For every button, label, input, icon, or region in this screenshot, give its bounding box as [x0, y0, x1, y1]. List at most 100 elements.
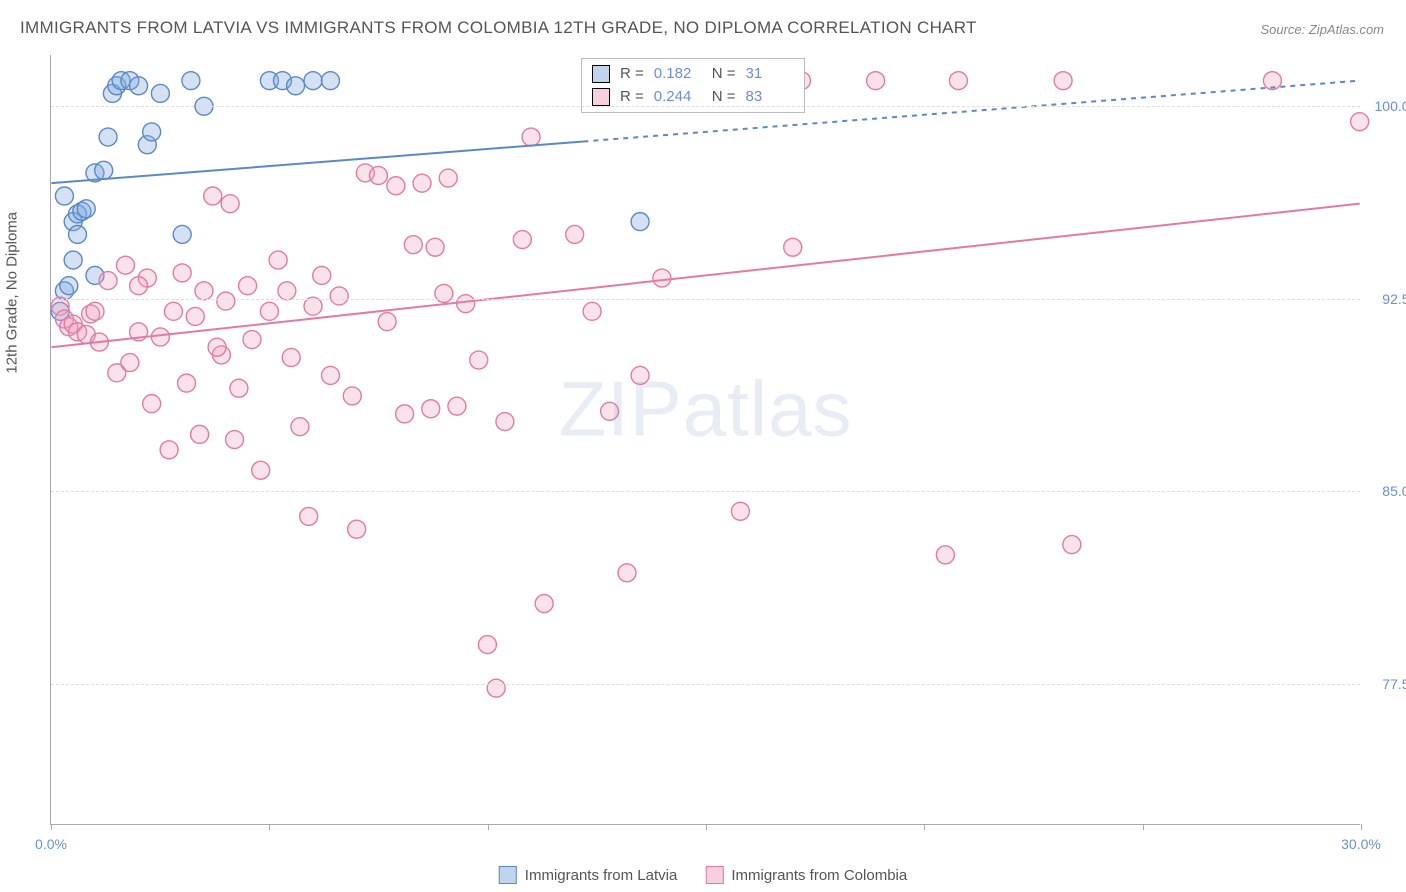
- scatter-point: [304, 297, 322, 315]
- legend-bottom: Immigrants from Latvia Immigrants from C…: [499, 866, 907, 884]
- legend-label-latvia: Immigrants from Latvia: [525, 867, 678, 884]
- scatter-point: [487, 679, 505, 697]
- scatter-point: [936, 546, 954, 564]
- scatter-point: [313, 266, 331, 284]
- x-tick: [706, 824, 707, 830]
- scatter-point: [653, 269, 671, 287]
- scatter-point: [182, 72, 200, 90]
- scatter-point: [260, 302, 278, 320]
- scatter-point: [69, 225, 87, 243]
- stats-box: R = 0.182 N = 31 R = 0.244 N = 83: [581, 58, 805, 113]
- scatter-point: [217, 292, 235, 310]
- scatter-point: [269, 251, 287, 269]
- scatter-point: [282, 348, 300, 366]
- scatter-point: [86, 302, 104, 320]
- stats-r-value-colombia: 0.244: [654, 86, 702, 109]
- scatter-point: [204, 187, 222, 205]
- gridline-h: [51, 684, 1360, 685]
- scatter-point: [130, 77, 148, 95]
- legend-label-colombia: Immigrants from Colombia: [731, 867, 907, 884]
- scatter-point: [396, 405, 414, 423]
- stats-row-colombia: R = 0.244 N = 83: [592, 86, 794, 109]
- scatter-point: [513, 231, 531, 249]
- y-tick-label: 92.5%: [1382, 291, 1406, 307]
- x-tick: [269, 824, 270, 830]
- scatter-point: [496, 413, 514, 431]
- scatter-point: [1054, 72, 1072, 90]
- legend-swatch-pink: [705, 866, 723, 884]
- plot-area: ZIPatlas R = 0.182 N = 31 R = 0.244 N = …: [50, 55, 1360, 825]
- scatter-point: [457, 295, 475, 313]
- scatter-point: [1351, 113, 1369, 131]
- scatter-point: [208, 338, 226, 356]
- scatter-point: [304, 72, 322, 90]
- scatter-point: [321, 72, 339, 90]
- scatter-point: [404, 236, 422, 254]
- scatter-point: [121, 354, 139, 372]
- stats-row-latvia: R = 0.182 N = 31: [592, 63, 794, 86]
- scatter-point: [160, 441, 178, 459]
- scatter-point: [618, 564, 636, 582]
- scatter-point: [470, 351, 488, 369]
- gridline-h: [51, 299, 1360, 300]
- scatter-point: [448, 397, 466, 415]
- scatter-point: [195, 282, 213, 300]
- scatter-point: [426, 238, 444, 256]
- scatter-point: [243, 331, 261, 349]
- chart-title: IMMIGRANTS FROM LATVIA VS IMMIGRANTS FRO…: [20, 18, 977, 38]
- scatter-point: [164, 302, 182, 320]
- x-tick: [1143, 824, 1144, 830]
- legend-swatch-blue: [499, 866, 517, 884]
- scatter-point: [867, 72, 885, 90]
- scatter-point: [151, 84, 169, 102]
- scatter-point: [230, 379, 248, 397]
- scatter-point: [226, 431, 244, 449]
- scatter-point: [949, 72, 967, 90]
- scatter-point: [151, 328, 169, 346]
- scatter-point: [77, 200, 95, 218]
- scatter-point: [99, 128, 117, 146]
- scatter-point: [221, 195, 239, 213]
- scatter-point: [278, 282, 296, 300]
- scatter-point: [522, 128, 540, 146]
- scatter-point: [186, 307, 204, 325]
- scatter-point: [239, 277, 257, 295]
- scatter-point: [348, 520, 366, 538]
- scatter-point: [321, 366, 339, 384]
- stats-n-value-colombia: 83: [746, 86, 794, 109]
- source-attribution: Source: ZipAtlas.com: [1260, 22, 1384, 37]
- scatter-point: [478, 636, 496, 654]
- scatter-point: [330, 287, 348, 305]
- scatter-point: [252, 461, 270, 479]
- scatter-point: [422, 400, 440, 418]
- scatter-point: [631, 366, 649, 384]
- scatter-point: [55, 187, 73, 205]
- scatter-point: [369, 166, 387, 184]
- scatter-point: [583, 302, 601, 320]
- y-tick-label: 100.0%: [1375, 98, 1406, 114]
- stats-r-label-2: R =: [620, 86, 644, 109]
- scatter-point: [413, 174, 431, 192]
- x-tick: [924, 824, 925, 830]
- x-tick-label: 0.0%: [35, 836, 67, 852]
- scatter-point: [143, 123, 161, 141]
- scatter-point: [191, 425, 209, 443]
- scatter-point: [143, 395, 161, 413]
- scatter-point: [535, 595, 553, 613]
- stats-n-label-2: N =: [712, 86, 736, 109]
- y-tick-label: 85.0%: [1382, 483, 1406, 499]
- scatter-point: [99, 272, 117, 290]
- scatter-point: [300, 507, 318, 525]
- legend-item-latvia: Immigrants from Latvia: [499, 866, 678, 884]
- scatter-point: [378, 313, 396, 331]
- stats-swatch-blue: [592, 65, 610, 83]
- x-tick-label: 30.0%: [1341, 836, 1381, 852]
- y-tick-label: 77.5%: [1382, 676, 1406, 692]
- scatter-point: [731, 502, 749, 520]
- scatter-point: [60, 277, 78, 295]
- x-tick: [488, 824, 489, 830]
- stats-n-label: N =: [712, 63, 736, 86]
- stats-r-label: R =: [620, 63, 644, 86]
- scatter-point: [601, 402, 619, 420]
- scatter-point: [784, 238, 802, 256]
